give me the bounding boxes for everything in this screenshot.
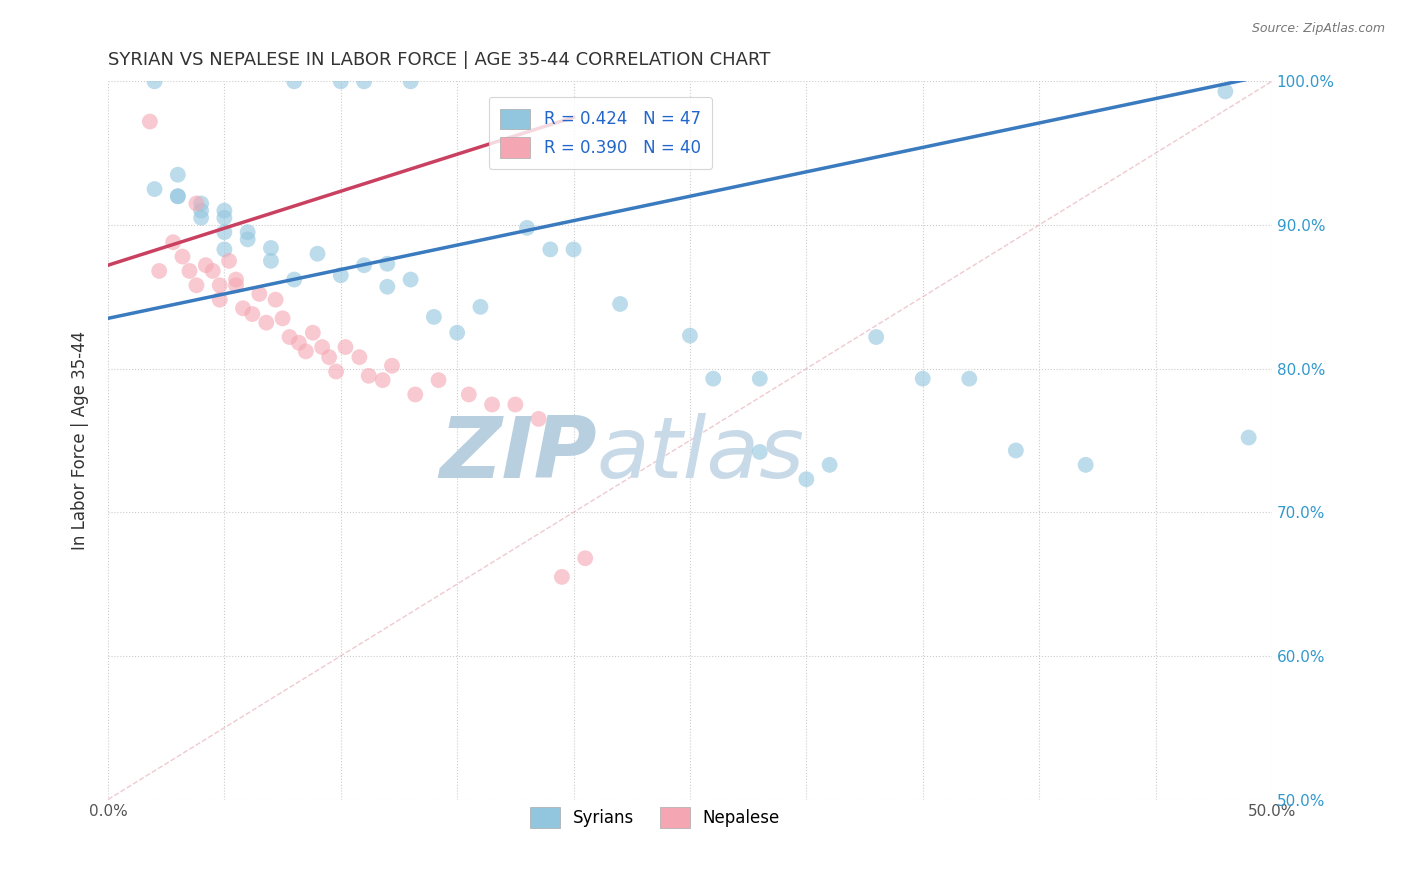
Point <box>260 241 283 255</box>
Point <box>201 264 224 278</box>
Point <box>148 264 170 278</box>
Point <box>166 168 188 182</box>
Point <box>538 243 561 257</box>
Point <box>283 272 305 286</box>
Text: atlas: atlas <box>596 413 804 496</box>
Point <box>190 211 212 225</box>
Point <box>329 74 352 88</box>
Point <box>240 307 263 321</box>
Point <box>404 387 426 401</box>
Point <box>288 335 311 350</box>
Point <box>166 189 188 203</box>
Point <box>679 328 702 343</box>
Point <box>865 330 887 344</box>
Point <box>794 472 817 486</box>
Point <box>457 387 479 401</box>
Point <box>505 398 527 412</box>
Point <box>1215 84 1237 98</box>
Text: Source: ZipAtlas.com: Source: ZipAtlas.com <box>1251 22 1385 36</box>
Point <box>208 293 231 307</box>
Point <box>307 246 329 260</box>
Point <box>143 182 166 196</box>
Point <box>371 373 394 387</box>
Point <box>399 272 422 286</box>
Point <box>702 372 724 386</box>
Point <box>911 372 934 386</box>
Point <box>325 364 347 378</box>
Point <box>271 311 294 326</box>
Point <box>214 243 236 257</box>
Point <box>329 268 352 283</box>
Point <box>481 398 503 412</box>
Point <box>139 114 162 128</box>
Point <box>194 258 217 272</box>
Point <box>225 272 247 286</box>
Point <box>283 74 305 88</box>
Point <box>143 74 166 88</box>
Point <box>748 372 770 386</box>
Point <box>311 340 333 354</box>
Point <box>353 74 375 88</box>
Point <box>218 253 240 268</box>
Point <box>162 235 184 250</box>
Point <box>236 225 259 239</box>
Point <box>562 243 585 257</box>
Point <box>214 225 236 239</box>
Point <box>190 203 212 218</box>
Point <box>260 253 283 268</box>
Point <box>247 287 270 301</box>
Point <box>1005 443 1028 458</box>
Point <box>957 372 980 386</box>
Point <box>375 257 398 271</box>
Point <box>818 458 841 472</box>
Point <box>179 264 201 278</box>
Point <box>278 330 301 344</box>
Y-axis label: In Labor Force | Age 35-44: In Labor Force | Age 35-44 <box>72 331 89 550</box>
Point <box>609 297 631 311</box>
Point <box>527 412 550 426</box>
Point <box>264 293 287 307</box>
Point <box>214 211 236 225</box>
Point <box>208 278 231 293</box>
Point <box>186 278 208 293</box>
Point <box>375 279 398 293</box>
Point <box>1237 431 1260 445</box>
Text: SYRIAN VS NEPALESE IN LABOR FORCE | AGE 35-44 CORRELATION CHART: SYRIAN VS NEPALESE IN LABOR FORCE | AGE … <box>108 51 770 69</box>
Point <box>470 300 492 314</box>
Point <box>236 232 259 246</box>
Point <box>318 350 340 364</box>
Point <box>225 278 247 293</box>
Point <box>427 373 450 387</box>
Point <box>748 445 770 459</box>
Point <box>335 340 357 354</box>
Legend: Syrians, Nepalese: Syrians, Nepalese <box>523 801 787 834</box>
Point <box>172 250 194 264</box>
Point <box>574 551 596 566</box>
Point <box>349 350 371 364</box>
Point <box>214 203 236 218</box>
Point <box>166 189 188 203</box>
Point <box>357 368 380 383</box>
Point <box>190 196 212 211</box>
Point <box>232 301 254 316</box>
Point <box>516 220 538 235</box>
Point <box>302 326 325 340</box>
Point <box>381 359 404 373</box>
Point <box>446 326 468 340</box>
Point <box>1074 458 1097 472</box>
Point <box>254 316 277 330</box>
Text: ZIP: ZIP <box>439 413 596 496</box>
Point <box>295 344 318 359</box>
Point <box>423 310 446 324</box>
Point <box>551 570 574 584</box>
Point <box>186 196 208 211</box>
Point <box>399 74 422 88</box>
Point <box>353 258 375 272</box>
